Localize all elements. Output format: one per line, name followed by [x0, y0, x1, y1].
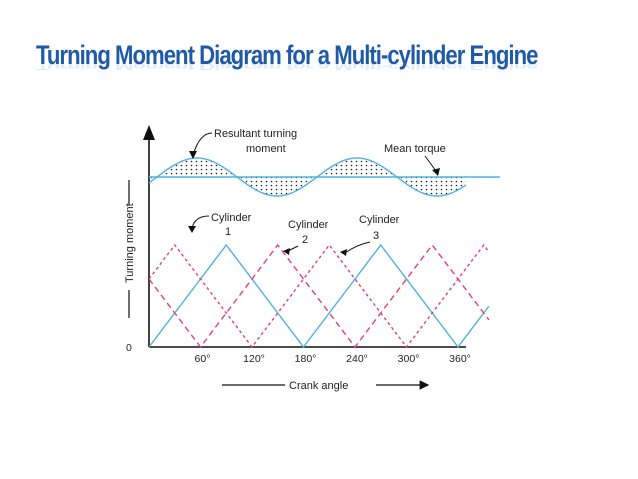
cylinder-2-leader-arrow-icon: [283, 248, 290, 255]
resultant-label-line1: Resultant turning: [214, 128, 297, 140]
x-tick-label: 180°: [295, 353, 317, 365]
cylinder-3-leader-arrow-icon: [340, 249, 347, 256]
slide-title: Turning Moment Diagram for a Multi-cylin…: [36, 40, 538, 70]
mean-torque-leader-arrow-icon: [432, 168, 440, 176]
resultant-curve: [148, 157, 467, 197]
origin-label: 0: [126, 342, 132, 354]
cylinder-3-label: Cylinder: [359, 214, 400, 226]
x-tick-labels: 60° 120° 180° 240° 300° 360°: [195, 353, 471, 365]
x-tick-label: 60°: [195, 353, 211, 365]
cylinder-1-curve: [149, 243, 490, 348]
x-tick-label: 240°: [346, 353, 368, 365]
mean-torque-leader: [424, 155, 437, 172]
x-tick-label: 300°: [398, 353, 420, 365]
cylinder-3-leader: [344, 241, 371, 254]
resultant-leader-arrow-icon: [189, 151, 197, 159]
x-axis-label: Crank angle: [289, 380, 348, 392]
resultant-label-line2: moment: [246, 143, 286, 155]
cylinder-2-number: 2: [302, 234, 308, 246]
cylinder-1-label: Cylinder: [211, 212, 252, 224]
cylinder-1-leader-arrow-icon: [188, 226, 196, 233]
x-tick-label: 120°: [243, 353, 265, 365]
cylinder-curves: [149, 243, 490, 348]
cylinder-1-number: 1: [225, 226, 231, 238]
cylinder-2-curve: [149, 243, 490, 348]
cylinder-3-curve: [149, 243, 490, 348]
cylinder-3-number: 3: [373, 230, 379, 242]
x-tick-label: 360°: [449, 353, 471, 365]
y-axis-label: Turning moment: [124, 203, 136, 283]
cylinder-2-label: Cylinder: [288, 219, 329, 231]
mean-torque-label: Mean torque: [384, 143, 446, 155]
y-axis-arrow-icon: [143, 125, 155, 140]
